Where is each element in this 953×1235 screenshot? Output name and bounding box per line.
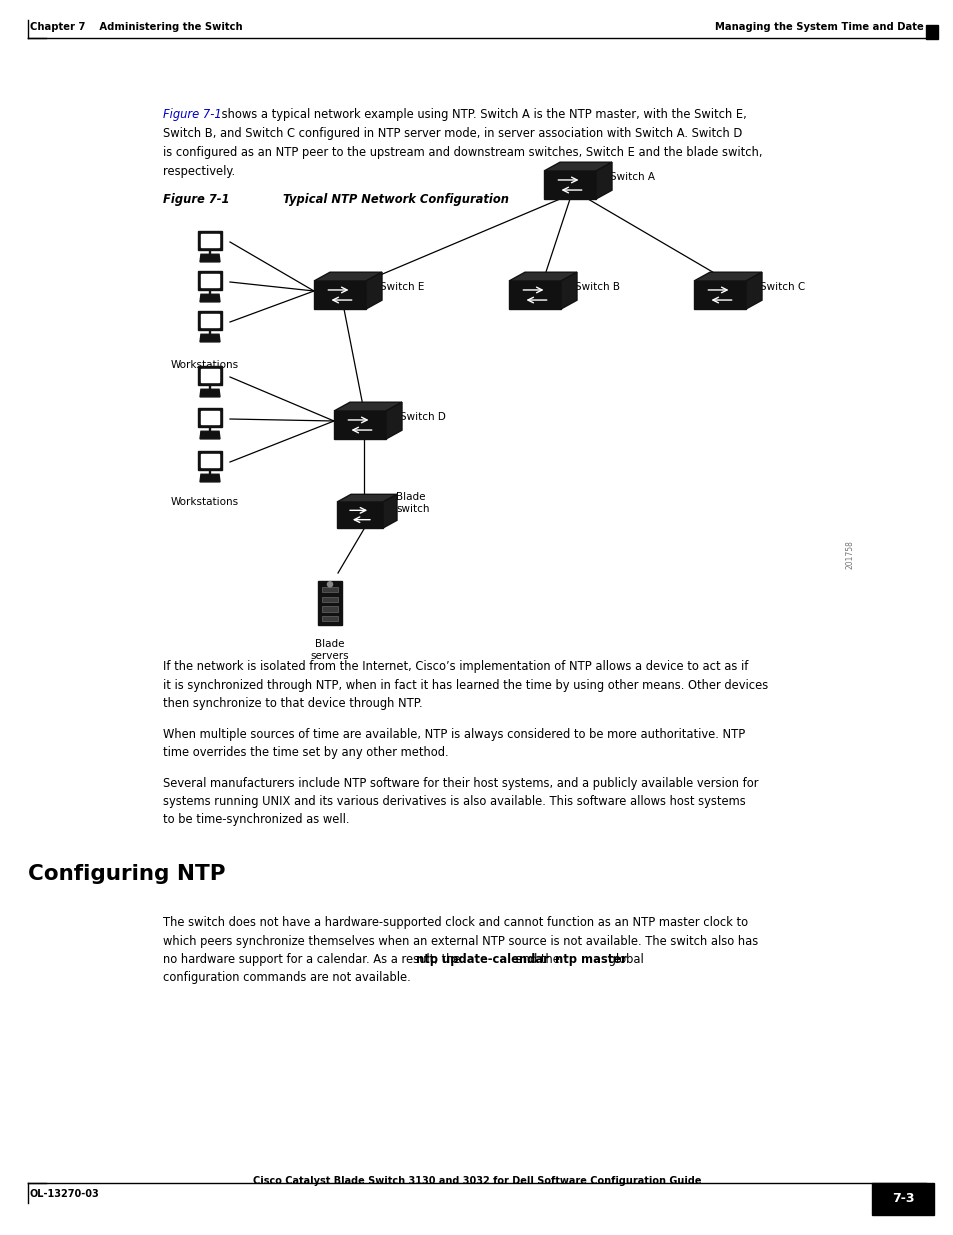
Text: Chapter 7    Administering the Switch: Chapter 7 Administering the Switch [30, 22, 242, 32]
Text: time overrides the time set by any other method.: time overrides the time set by any other… [163, 746, 448, 760]
Polygon shape [198, 272, 222, 290]
FancyBboxPatch shape [925, 25, 937, 40]
Polygon shape [200, 389, 220, 396]
Text: Switch E: Switch E [379, 282, 424, 291]
Text: shows a typical network example using NTP. Switch A is the NTP master, with the : shows a typical network example using NT… [218, 107, 746, 121]
Polygon shape [201, 235, 218, 247]
Text: which peers synchronize themselves when an external NTP source is not available.: which peers synchronize themselves when … [163, 935, 758, 947]
FancyBboxPatch shape [321, 587, 338, 593]
Text: Switch C: Switch C [760, 282, 804, 291]
Text: Workstations: Workstations [171, 359, 239, 370]
Polygon shape [543, 170, 596, 199]
Polygon shape [334, 403, 401, 411]
Polygon shape [745, 272, 761, 309]
Polygon shape [693, 282, 745, 309]
Polygon shape [201, 411, 218, 424]
Text: Typical NTP Network Configuration: Typical NTP Network Configuration [283, 193, 509, 206]
Polygon shape [200, 474, 220, 482]
Polygon shape [198, 367, 222, 385]
FancyBboxPatch shape [321, 606, 338, 611]
Polygon shape [509, 272, 577, 282]
Text: Switch D: Switch D [399, 412, 445, 422]
Polygon shape [560, 272, 577, 309]
Text: configuration commands are not available.: configuration commands are not available… [163, 972, 411, 984]
Polygon shape [382, 494, 396, 529]
Text: respectively.: respectively. [163, 165, 234, 178]
Polygon shape [314, 282, 366, 309]
Polygon shape [509, 282, 560, 309]
Polygon shape [200, 335, 220, 342]
Polygon shape [200, 294, 220, 301]
Text: then synchronize to that device through NTP.: then synchronize to that device through … [163, 697, 422, 710]
Polygon shape [366, 272, 381, 309]
Text: Switch B: Switch B [575, 282, 619, 291]
Polygon shape [201, 314, 218, 327]
Text: Workstations: Workstations [171, 496, 239, 508]
FancyBboxPatch shape [871, 1183, 933, 1215]
Polygon shape [198, 231, 222, 249]
Text: 7-3: 7-3 [891, 1193, 913, 1205]
Text: Figure 7-1: Figure 7-1 [163, 193, 230, 206]
Text: Managing the System Time and Date: Managing the System Time and Date [715, 22, 923, 32]
Polygon shape [336, 501, 382, 529]
Polygon shape [198, 409, 222, 427]
Polygon shape [201, 369, 218, 382]
Polygon shape [693, 272, 761, 282]
Polygon shape [198, 451, 222, 471]
FancyBboxPatch shape [317, 580, 341, 625]
Text: ntp update-calendar: ntp update-calendar [416, 953, 549, 966]
Polygon shape [543, 162, 612, 170]
Polygon shape [201, 274, 218, 287]
Text: The switch does not have a hardware-supported clock and cannot function as an NT: The switch does not have a hardware-supp… [163, 916, 747, 929]
Circle shape [327, 582, 333, 587]
Text: it is synchronized through NTP, when in fact it has learned the time by using ot: it is synchronized through NTP, when in … [163, 678, 767, 692]
Text: systems running UNIX and its various derivatives is also available. This softwar: systems running UNIX and its various der… [163, 795, 745, 808]
Text: ntp master: ntp master [554, 953, 626, 966]
Text: 201758: 201758 [844, 541, 854, 569]
FancyBboxPatch shape [321, 597, 338, 601]
Text: is configured as an NTP peer to the upstream and downstream switches, Switch E a: is configured as an NTP peer to the upst… [163, 146, 761, 159]
Polygon shape [314, 272, 381, 282]
Text: Several manufacturers include NTP software for their host systems, and a publicl: Several manufacturers include NTP softwa… [163, 777, 758, 789]
Text: Figure 7-1: Figure 7-1 [163, 107, 221, 121]
Polygon shape [200, 431, 220, 438]
Text: Blade
servers: Blade servers [311, 638, 349, 662]
Text: and the: and the [511, 953, 562, 966]
Text: When multiple sources of time are available, NTP is always considered to be more: When multiple sources of time are availa… [163, 727, 744, 741]
Polygon shape [198, 311, 222, 330]
FancyBboxPatch shape [321, 616, 338, 621]
Text: to be time-synchronized as well.: to be time-synchronized as well. [163, 814, 349, 826]
Polygon shape [200, 254, 220, 262]
Text: Configuring NTP: Configuring NTP [28, 864, 225, 884]
Polygon shape [386, 403, 401, 438]
Text: Switch B, and Switch C configured in NTP server mode, in server association with: Switch B, and Switch C configured in NTP… [163, 127, 741, 140]
Text: no hardware support for a calendar. As a result, the: no hardware support for a calendar. As a… [163, 953, 464, 966]
Text: If the network is isolated from the Internet, Cisco’s implementation of NTP allo: If the network is isolated from the Inte… [163, 659, 747, 673]
Polygon shape [201, 454, 218, 467]
Polygon shape [596, 162, 612, 199]
Polygon shape [334, 411, 386, 438]
Text: OL-13270-03: OL-13270-03 [30, 1189, 100, 1199]
Text: Cisco Catalyst Blade Switch 3130 and 3032 for Dell Software Configuration Guide: Cisco Catalyst Blade Switch 3130 and 303… [253, 1176, 700, 1186]
Text: Blade
switch: Blade switch [395, 492, 429, 514]
Polygon shape [336, 494, 396, 501]
Text: Switch A: Switch A [609, 172, 655, 182]
Text: global: global [604, 953, 643, 966]
